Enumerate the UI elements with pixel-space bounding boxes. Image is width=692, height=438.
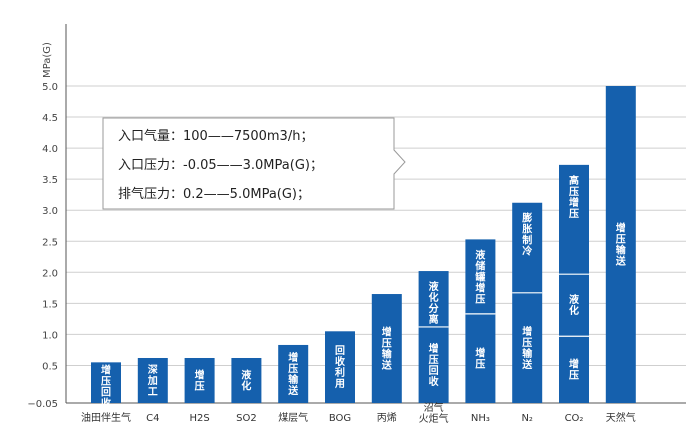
bar-segment (325, 331, 355, 403)
x-tick-labels: 油田伴生气 C4 H2S SO2 煤层气 BOG 丙烯 沼气火炬气 NH₃ N₂ CO₂ 天然气 (81, 401, 636, 425)
x-tick-label: BOG (329, 413, 351, 424)
y-tick-label: 5.0 (42, 82, 58, 93)
bar-segment-label: 增压回收 (429, 342, 439, 388)
y-tick-label: 1.0 (42, 330, 58, 341)
bar-segment-label: 膨胀制冷 (522, 212, 532, 258)
x-tick-label: C4 (146, 413, 159, 424)
callout-line-inlet-pressure: 入口压力：-0.05——3.0MPa(G)； (118, 158, 323, 173)
bar-segment (371, 294, 402, 403)
bar-segment (184, 357, 215, 403)
x-tick-label: N₂ (521, 413, 533, 424)
bar-segment (278, 344, 309, 403)
bars: 增压回收深加工增压液化增压输送回收利用增压输送增压回收液化分离增压液储罐增压增压… (91, 86, 636, 409)
bar-segment-label: 回收利用 (334, 345, 345, 390)
x-tick-label: 天然气 (606, 411, 636, 424)
bar-segment-label: 深加工 (147, 363, 158, 398)
y-tick-label: 3.0 (42, 206, 58, 217)
bar-segment-label: 增压输送 (615, 222, 627, 268)
x-tick-label: CO₂ (565, 413, 584, 424)
bar-segment-label: 增压 (569, 358, 579, 382)
x-tick-label: NH₃ (471, 413, 490, 424)
y-tick-label: 1.5 (42, 299, 58, 310)
bar-segment-label: 液化分离 (429, 280, 439, 326)
callout-shape (102, 117, 406, 210)
bar-segment (605, 86, 636, 403)
bar-segment-label: 增压 (475, 346, 485, 370)
bar-segment (559, 164, 589, 275)
bar-segment (559, 336, 589, 403)
y-tick-label: 4.0 (42, 144, 58, 155)
callout-line-flow: 入口气量：100——7500m3/h； (118, 128, 313, 144)
bar-segment (559, 274, 589, 337)
bar-segment-label: 液化 (241, 368, 251, 392)
x-tick-label: 丙烯 (377, 411, 397, 424)
y-tick-label: 2.0 (42, 268, 58, 279)
bar-segment-label: 液储罐增压 (474, 248, 485, 305)
axes: MPa(G) (42, 24, 686, 404)
x-tick-label: 油田伴生气 (81, 411, 131, 424)
y-tick-labels: 5.0 4.5 4.0 3.5 3.0 2.5 2.0 1.5 1.0 0.5 −0.05 (27, 82, 58, 410)
bar-segment (465, 239, 496, 314)
y-axis-label: MPa(G) (42, 42, 53, 78)
bar-segment-label: 高压增压 (569, 174, 579, 220)
bar-segment (137, 357, 168, 403)
x-tick-label: 沼气火炬气 (419, 401, 449, 425)
y-tick-label: 3.5 (42, 175, 58, 186)
bar-segment (91, 362, 121, 403)
bar-segment-label: 增压 (195, 368, 205, 392)
bar-segment (231, 357, 262, 403)
bar-segment-label: 增压输送 (521, 325, 533, 371)
callout-line-outlet-pressure: 排气压力：0.2——5.0MPa(G)； (118, 186, 310, 202)
bar-segment (512, 292, 543, 403)
y-tick-label: 2.5 (42, 237, 58, 248)
y-tick-label: 0.5 (42, 361, 58, 372)
bar-segment-label: 增压输送 (287, 351, 299, 397)
y-tick-label: −0.05 (27, 399, 58, 410)
x-tick-label: SO2 (236, 413, 257, 424)
x-tick-label: 煤层气 (278, 411, 308, 424)
bar-segment (512, 202, 543, 293)
bar-segment (418, 326, 449, 403)
bar-segment-label: 增压回收 (101, 363, 111, 409)
bar-segment (465, 313, 496, 403)
x-tick-label: H2S (189, 413, 209, 424)
bar-segment (418, 271, 449, 327)
bar-segment-label: 液化 (569, 293, 579, 317)
bar-segment-label: 增压输送 (381, 326, 393, 372)
callout-box: 入口气量：100——7500m3/h； 入口压力：-0.05——3.0MPa(G… (102, 117, 406, 210)
y-tick-label: 4.5 (42, 113, 58, 124)
